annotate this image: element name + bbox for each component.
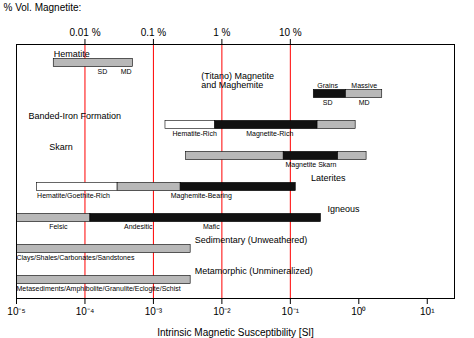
- svg-text:10 %: 10 %: [279, 27, 302, 38]
- svg-text:10⁻⁵: 10⁻⁵: [7, 306, 25, 317]
- svg-text:10⁻²: 10⁻²: [213, 306, 231, 317]
- svg-text:Grains: Grains: [317, 82, 338, 89]
- svg-text:10⁻¹: 10⁻¹: [282, 306, 300, 317]
- svg-text:Hematite/Goethite-Rich: Hematite/Goethite-Rich: [37, 192, 110, 199]
- svg-text:0.1 %: 0.1 %: [141, 27, 167, 38]
- svg-text:10¹: 10¹: [420, 306, 435, 317]
- svg-text:Metasediments/Amphibolite/Gran: Metasediments/Amphibolite/Granulite/Eclo…: [17, 285, 181, 293]
- svg-text:Banded-Iron Formation: Banded-Iron Formation: [29, 111, 122, 121]
- svg-text:Metamorphic (Unmineralized): Metamorphic (Unmineralized): [195, 266, 313, 276]
- svg-text:Skarn: Skarn: [49, 142, 73, 152]
- svg-text:Hematite-Rich: Hematite-Rich: [172, 130, 216, 137]
- svg-text:Igneous: Igneous: [328, 204, 361, 214]
- svg-text:10⁰: 10⁰: [351, 306, 366, 317]
- svg-text:Andesitic: Andesitic: [124, 223, 153, 230]
- svg-text:10⁻⁴: 10⁻⁴: [76, 306, 94, 317]
- svg-text:Massive: Massive: [351, 82, 377, 89]
- svg-text:Magnetite Skarn: Magnetite Skarn: [285, 161, 336, 169]
- svg-text:Hematite: Hematite: [54, 49, 90, 59]
- svg-text:Mafic: Mafic: [203, 223, 220, 230]
- svg-text:% Vol. Magnetite:: % Vol. Magnetite:: [4, 2, 82, 13]
- svg-text:10⁻³: 10⁻³: [145, 306, 163, 317]
- svg-text:Felsic: Felsic: [49, 223, 68, 230]
- svg-text:0.01 %: 0.01 %: [69, 27, 100, 38]
- svg-text:Laterites: Laterites: [311, 173, 346, 183]
- svg-text:1 %: 1 %: [213, 27, 230, 38]
- svg-text:SD: SD: [323, 99, 333, 106]
- svg-text:Magnetite-Rich: Magnetite-Rich: [246, 130, 293, 138]
- svg-text:(Titano) Magnetiteand Maghemit: (Titano) Magnetiteand Maghemite: [201, 71, 274, 90]
- svg-text:MD: MD: [359, 99, 370, 106]
- svg-text:SD: SD: [98, 68, 108, 75]
- svg-text:Sedimentary (Unweathered): Sedimentary (Unweathered): [195, 235, 308, 245]
- svg-text:Intrinsic Magnetic Susceptibil: Intrinsic Magnetic Susceptibility [SI]: [157, 327, 314, 338]
- svg-text:Maghemite-Bearing: Maghemite-Bearing: [171, 192, 232, 200]
- svg-text:Clays/Shales/Carbonates/Sandst: Clays/Shales/Carbonates/Sandstones: [17, 254, 135, 262]
- svg-text:MD: MD: [121, 68, 132, 75]
